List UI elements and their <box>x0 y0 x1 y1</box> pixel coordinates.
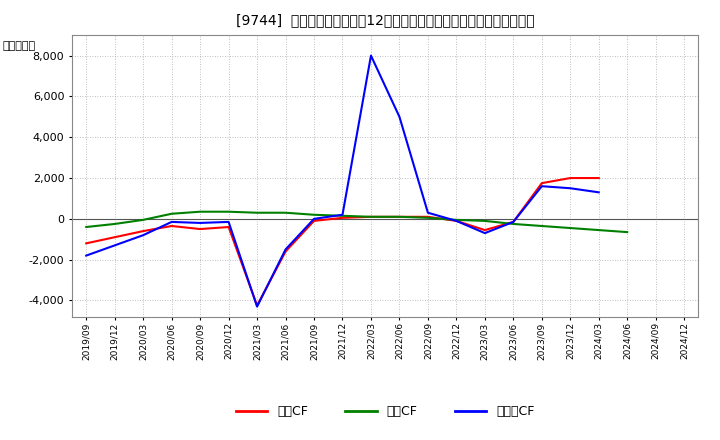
投資CF <box>282 210 290 215</box>
営業CF <box>110 235 119 240</box>
投資CF <box>566 225 575 231</box>
Line: フリーCF: フリーCF <box>86 55 599 307</box>
フリーCF <box>253 304 261 309</box>
投資CF <box>139 217 148 223</box>
フリーCF <box>366 53 375 58</box>
フリーCF <box>310 216 318 221</box>
フリーCF <box>110 243 119 248</box>
フリーCF <box>338 212 347 217</box>
投資CF <box>110 221 119 227</box>
フリーCF <box>395 114 404 120</box>
営業CF <box>310 218 318 224</box>
営業CF <box>452 218 461 224</box>
フリーCF <box>139 232 148 238</box>
営業CF <box>509 219 518 224</box>
投資CF <box>623 230 631 235</box>
営業CF <box>253 303 261 308</box>
営業CF <box>82 241 91 246</box>
投資CF <box>452 217 461 223</box>
投資CF <box>366 214 375 220</box>
投資CF <box>480 218 489 224</box>
投資CF <box>310 212 318 217</box>
Line: 投資CF: 投資CF <box>86 212 627 232</box>
投資CF <box>196 209 204 214</box>
Line: 営業CF: 営業CF <box>86 178 599 305</box>
投資CF <box>253 210 261 215</box>
Title: [9744]  キャッシュフローの12か月移動合計の対前年同期増減額の推移: [9744] キャッシュフローの12か月移動合計の対前年同期増減額の推移 <box>236 13 534 27</box>
Legend: 営業CF, 投資CF, フリーCF: 営業CF, 投資CF, フリーCF <box>231 400 539 423</box>
営業CF <box>196 227 204 232</box>
フリーCF <box>423 210 432 215</box>
投資CF <box>509 221 518 227</box>
営業CF <box>139 228 148 234</box>
フリーCF <box>566 186 575 191</box>
投資CF <box>167 211 176 216</box>
営業CF <box>366 214 375 220</box>
投資CF <box>395 214 404 220</box>
営業CF <box>167 224 176 229</box>
営業CF <box>338 215 347 220</box>
営業CF <box>595 176 603 181</box>
営業CF <box>225 224 233 230</box>
フリーCF <box>282 247 290 252</box>
投資CF <box>82 224 91 230</box>
投資CF <box>225 209 233 214</box>
投資CF <box>537 224 546 229</box>
営業CF <box>423 214 432 220</box>
投資CF <box>595 227 603 233</box>
フリーCF <box>480 231 489 236</box>
Text: （百万円）: （百万円） <box>2 41 35 51</box>
フリーCF <box>167 219 176 224</box>
フリーCF <box>595 190 603 195</box>
営業CF <box>282 249 290 254</box>
投資CF <box>423 215 432 220</box>
フリーCF <box>196 220 204 226</box>
フリーCF <box>509 219 518 224</box>
投資CF <box>338 213 347 218</box>
営業CF <box>395 214 404 220</box>
フリーCF <box>225 219 233 224</box>
フリーCF <box>537 183 546 189</box>
フリーCF <box>82 253 91 258</box>
営業CF <box>480 227 489 233</box>
営業CF <box>566 176 575 181</box>
営業CF <box>537 180 546 186</box>
フリーCF <box>452 218 461 224</box>
